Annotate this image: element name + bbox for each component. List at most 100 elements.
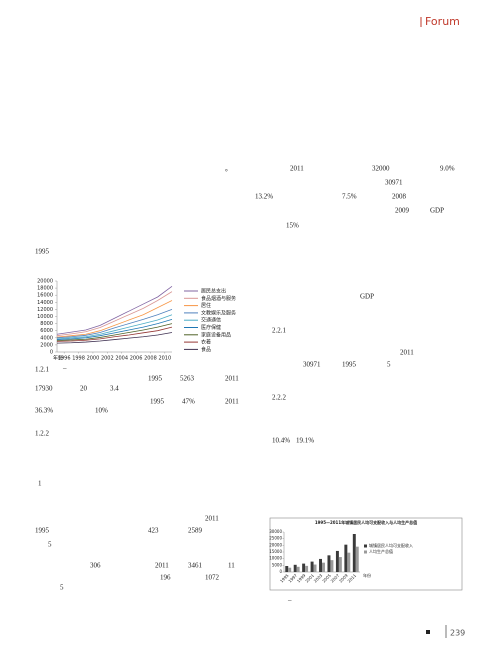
series-line <box>56 323 173 342</box>
y-tick-label: 15000 <box>269 549 282 554</box>
x-tick-label: 1997 <box>287 573 298 584</box>
body-text: 3461 <box>188 562 203 570</box>
x-tick-label: 2007 <box>330 573 341 584</box>
legend-label: 医疗保健 <box>201 324 221 331</box>
x-axis-label: 年份 <box>53 355 63 362</box>
bar <box>313 564 317 572</box>
x-axis-label: 年份 <box>363 572 371 578</box>
x-tick-label: 2006 <box>130 356 143 362</box>
legend-label: 居住 <box>201 302 211 309</box>
bar <box>347 552 351 572</box>
legend-label: 交通通信 <box>201 317 221 324</box>
x-tick-label: 2011 <box>346 573 357 584</box>
body-text: GDP <box>360 293 374 301</box>
legend-label: 家庭设备用品 <box>201 331 231 338</box>
y-tick-label: 8000 <box>40 321 53 327</box>
body-text: 32000 <box>372 165 390 173</box>
y-tick-label: 5000 <box>272 562 283 567</box>
body-text: 10.4% <box>272 437 290 445</box>
page-number: 239 <box>450 629 465 638</box>
body-text: 1995 <box>148 375 163 383</box>
body-text: 1072 <box>205 574 220 582</box>
figure-frame <box>269 517 463 591</box>
body-text: 1995 <box>35 527 50 535</box>
legend-label: 城镇居民人均可支配收入 <box>369 542 413 548</box>
legend-label: 人均生产总值 <box>369 548 393 554</box>
series-line <box>56 314 173 340</box>
x-tick-label: 1998 <box>72 356 85 362</box>
bar <box>327 555 331 572</box>
body-text: 11 <box>228 562 235 570</box>
y-tick-label: 20000 <box>269 542 282 547</box>
y-tick-label: 18000 <box>37 286 53 292</box>
x-tick-label: 2004 <box>115 356 128 362</box>
y-tick-label: 30000 <box>269 529 282 534</box>
bar <box>344 544 348 572</box>
body-text: 7.5% <box>342 193 357 201</box>
legend-label: 衣着 <box>201 339 211 346</box>
header-title: Forum <box>425 15 460 28</box>
body-text: 196 <box>160 574 171 582</box>
body-text: 17930 <box>35 385 53 393</box>
x-tick-label: 2002 <box>101 356 114 362</box>
series-line <box>56 300 173 338</box>
body-text: 15% <box>286 222 299 230</box>
body-text: 2011 <box>155 562 169 570</box>
body-text: 2008 <box>392 193 407 201</box>
y-tick-label: 0 <box>50 350 53 356</box>
y-tick-label: 16000 <box>37 293 53 299</box>
bar <box>305 565 309 572</box>
body-text: 1 <box>38 480 42 488</box>
y-tick-label: 10000 <box>37 314 53 320</box>
body-text: 5 <box>48 541 52 549</box>
body-text: 2011 <box>225 398 239 406</box>
y-tick-label: 2000 <box>40 342 53 348</box>
series-line <box>56 286 173 335</box>
x-tick-label: 2008 <box>144 356 157 362</box>
body-text: – <box>62 365 67 373</box>
footer-square <box>426 630 430 634</box>
body-text: 423 <box>148 527 159 535</box>
x-tick-label: 2003 <box>313 573 324 584</box>
y-tick-label: 14000 <box>37 300 53 306</box>
y-tick-label: 4000 <box>40 335 53 341</box>
body-text: 19.1% <box>296 437 314 445</box>
bar <box>288 567 292 572</box>
body-text: 5 <box>387 361 391 369</box>
body-text: – <box>287 597 292 605</box>
chart-title: 1995—2011年城镇居民人均可支配收入与人均生产总值 <box>315 519 417 525</box>
legend-label: 食品烟酒与服务 <box>201 295 236 302</box>
body-text: 。 <box>225 165 232 173</box>
legend-label: 文教娱乐及服务 <box>201 309 236 316</box>
body-text: 3.4 <box>110 385 119 393</box>
x-tick-label: 1995 <box>279 573 290 584</box>
x-tick-label: 2010 <box>158 356 171 362</box>
bar <box>335 550 339 572</box>
body-text: GDP <box>430 207 444 215</box>
body-text: 2.2.1 <box>272 327 287 335</box>
x-tick-label: 2009 <box>338 573 349 584</box>
x-tick-label: 1996 <box>58 356 71 362</box>
bar <box>355 546 359 572</box>
y-tick-label: 0 <box>279 569 282 574</box>
series-line <box>56 318 173 340</box>
body-text: 10% <box>95 407 108 415</box>
body-text: 2011 <box>290 165 304 173</box>
body-text: 306 <box>90 562 101 570</box>
series-line <box>56 332 173 344</box>
body-text: 5263 <box>180 375 195 383</box>
body-text: 2011 <box>205 515 219 523</box>
body-text: 5 <box>60 584 64 592</box>
bar <box>285 566 289 572</box>
body-text: 1.2.1 <box>35 366 50 374</box>
legend-label: 居民总支出 <box>201 288 226 295</box>
body-text: 1995 <box>342 361 357 369</box>
body-text: 1995 <box>35 248 50 256</box>
y-tick-label: 12000 <box>37 307 53 313</box>
series-line <box>56 291 173 337</box>
body-text: 2589 <box>188 527 203 535</box>
bar <box>296 566 300 572</box>
y-tick-label: 6000 <box>40 328 53 334</box>
y-tick-label: 20000 <box>37 279 53 285</box>
